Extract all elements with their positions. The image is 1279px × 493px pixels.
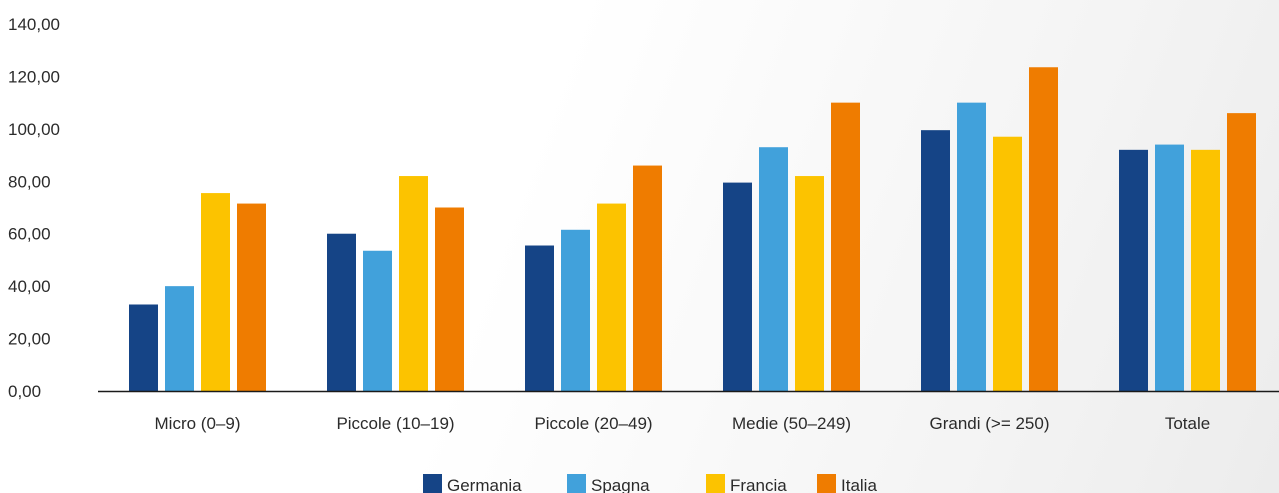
bar-germania-1 — [327, 233, 356, 391]
x-tick-label: Micro (0–9) — [155, 414, 241, 433]
bar-germania-4 — [921, 130, 950, 392]
legend-label-germania: Germania — [447, 476, 522, 493]
bar-italia-0 — [237, 203, 266, 391]
bar-spagna-3 — [759, 147, 788, 391]
x-tick-label: Medie (50–249) — [732, 414, 851, 433]
legend-label-spagna: Spagna — [591, 476, 650, 493]
legend: Germania Spagna Francia Italia — [423, 474, 877, 493]
bar-italia-1 — [435, 207, 464, 391]
bar-italia-4 — [1029, 67, 1058, 391]
bar-francia-1 — [399, 176, 428, 391]
bars — [129, 67, 1256, 392]
y-tick-label: 0,00 — [8, 382, 41, 401]
bar-francia-2 — [597, 203, 626, 391]
y-tick-label: 100,00 — [8, 120, 60, 139]
bar-italia-2 — [633, 165, 662, 391]
bar-francia-5 — [1191, 149, 1220, 391]
legend-swatch-francia — [706, 474, 725, 493]
y-tick-label: 20,00 — [8, 330, 51, 349]
x-tick-label: Piccole (20–49) — [534, 414, 652, 433]
x-tick-label: Totale — [1165, 414, 1210, 433]
bar-francia-0 — [201, 193, 230, 391]
legend-swatch-italia — [817, 474, 836, 493]
x-tick-label: Piccole (10–19) — [336, 414, 454, 433]
bar-spagna-4 — [957, 102, 986, 392]
bar-germania-0 — [129, 304, 158, 391]
y-tick-label: 140,00 — [8, 15, 60, 34]
bar-italia-3 — [831, 102, 860, 392]
bar-germania-5 — [1119, 149, 1148, 391]
y-tick-label: 80,00 — [8, 172, 51, 191]
bar-spagna-2 — [561, 229, 590, 391]
y-tick-label: 120,00 — [8, 67, 60, 86]
legend-label-italia: Italia — [841, 476, 877, 493]
legend-swatch-spagna — [567, 474, 586, 493]
bar-spagna-0 — [165, 286, 194, 391]
bar-italia-5 — [1227, 113, 1256, 391]
y-axis: 0,00 20,00 40,00 60,00 80,00 100,00 120,00 140,… — [8, 15, 60, 401]
bar-francia-4 — [993, 136, 1022, 391]
y-tick-label: 60,00 — [8, 225, 51, 244]
legend-swatch-germania — [423, 474, 442, 493]
bar-germania-3 — [723, 182, 752, 391]
bar-germania-2 — [525, 245, 554, 391]
x-axis: Micro (0–9) Piccole (10–19) Piccole (20–49… — [155, 414, 1211, 433]
y-tick-label: 40,00 — [8, 277, 51, 296]
bar-spagna-1 — [363, 250, 392, 391]
bar-francia-3 — [795, 176, 824, 391]
bar-spagna-5 — [1155, 144, 1184, 391]
legend-label-francia: Francia — [730, 476, 787, 493]
x-tick-label: Grandi (>= 250) — [929, 414, 1049, 433]
